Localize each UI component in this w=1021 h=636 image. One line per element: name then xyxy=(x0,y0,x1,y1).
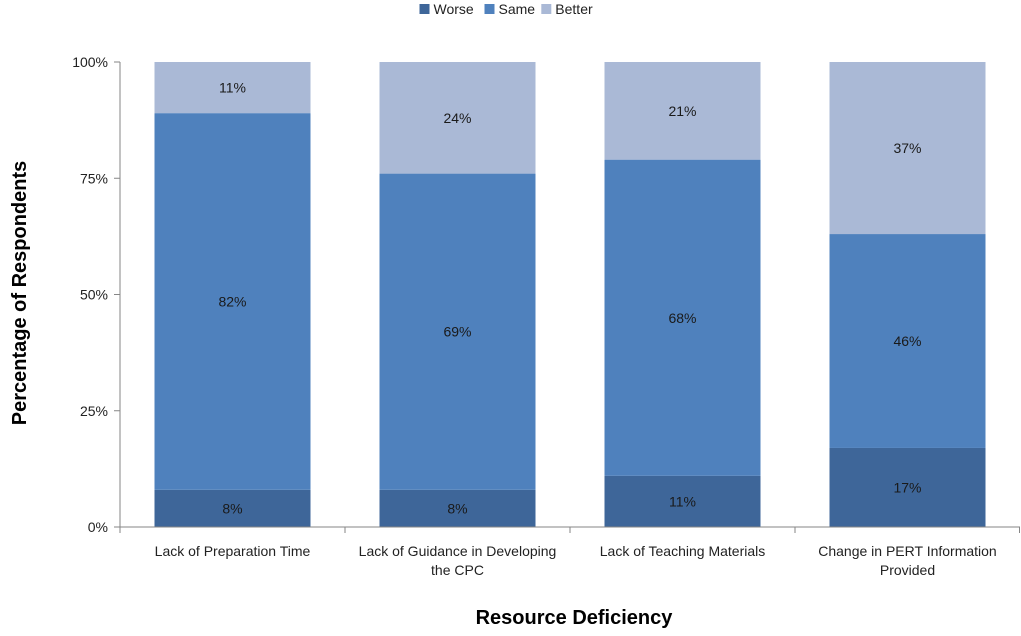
bar-segment-better xyxy=(829,62,986,235)
data-label: 11% xyxy=(669,493,696,509)
y-axis-title: Percentage of Respondents xyxy=(9,161,31,426)
bar-segment-worse xyxy=(829,447,986,527)
y-axis: 0% 25% 50% 75% 100% xyxy=(72,54,121,535)
bar-segment-better xyxy=(604,62,761,160)
category-label: Change in PERT Information xyxy=(818,543,996,559)
data-label: 11% xyxy=(219,80,246,96)
bar-segment-worse xyxy=(154,489,311,527)
data-label: 37% xyxy=(893,140,921,156)
legend: Worse Same Better xyxy=(419,1,593,17)
data-label: 68% xyxy=(668,310,696,326)
bar-segment-same xyxy=(604,159,761,476)
category-label: Lack of Guidance in Developing xyxy=(359,543,557,559)
x-axis: Lack of Preparation Time Lack of Guidance… xyxy=(119,526,1020,578)
bar-segment-better xyxy=(379,62,536,174)
data-label: 46% xyxy=(893,333,921,349)
y-tick-label: 0% xyxy=(88,519,108,535)
bar-segment-same xyxy=(379,173,536,490)
bar-segment-worse xyxy=(379,489,536,527)
x-axis-title: Resource Deficiency xyxy=(476,607,674,629)
bar-segment-better xyxy=(154,62,311,114)
bar-segment-same xyxy=(154,113,311,490)
y-tick-label: 100% xyxy=(72,54,108,70)
legend-label-same: Same xyxy=(499,1,536,17)
category-label: Lack of Preparation Time xyxy=(155,543,311,559)
data-label: 8% xyxy=(447,500,467,516)
category-label: Provided xyxy=(880,562,935,578)
data-label: 24% xyxy=(443,110,471,126)
legend-swatch-worse xyxy=(419,4,430,14)
bar-segment-worse xyxy=(604,475,761,527)
data-label: 69% xyxy=(443,324,471,340)
y-tick-label: 50% xyxy=(80,287,108,303)
bars: 8% 82% 11% 8% 69% 24% 11% 68% 21% 17% 46% 37% xyxy=(154,62,986,527)
legend-label-better: Better xyxy=(555,1,593,17)
bar-segment-same xyxy=(829,234,986,448)
data-label: 82% xyxy=(218,293,246,309)
data-label: 17% xyxy=(893,479,921,495)
category-label: Lack of Teaching Materials xyxy=(600,543,766,559)
legend-label-worse: Worse xyxy=(434,1,474,17)
data-label: 8% xyxy=(222,500,242,516)
y-tick-label: 25% xyxy=(80,403,108,419)
data-label: 21% xyxy=(668,103,696,119)
y-tick-label: 75% xyxy=(80,170,108,186)
legend-swatch-better xyxy=(541,4,552,14)
legend-swatch-same xyxy=(484,4,495,14)
category-label: the CPC xyxy=(431,562,484,578)
